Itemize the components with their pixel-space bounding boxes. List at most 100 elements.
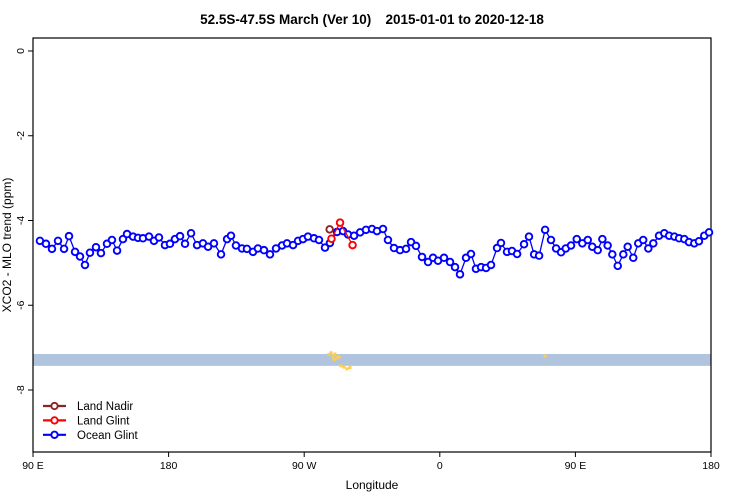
ocean-glint-point: [175, 231, 185, 241]
ocean-glint-point: [314, 235, 324, 245]
ocean-glint-point: [566, 241, 576, 250]
ocean-glint-point: [704, 228, 714, 237]
y-tick-label: -2: [15, 131, 27, 140]
ocean-glint-point: [70, 247, 80, 257]
legend: Land Nadir Land Glint Ocean Glint: [43, 401, 139, 442]
ocean-glint-point: [154, 233, 164, 242]
ocean-glint-point: [512, 249, 522, 259]
ocean-glint-point: [496, 238, 506, 248]
ocean-glint-point: [445, 257, 455, 267]
plot-layers: 90 E 180 90 W 0 90 E 180 0 -2 -4 -6 -8: [15, 37, 720, 472]
qc-band: [33, 353, 711, 366]
ocean-glint-point: [75, 252, 85, 261]
ocean-glint-point: [644, 244, 653, 253]
ocean-glint-point: [59, 244, 69, 254]
ocean-glint-point: [613, 261, 622, 271]
chart-title: 52.5S-47.5S March (Ver 10) 2015-01-01 to…: [200, 12, 544, 27]
ocean-glint-point: [64, 231, 74, 241]
ocean-glint-point: [519, 239, 529, 249]
ocean-glint-point: [165, 239, 175, 249]
ocean-glint-point: [694, 237, 704, 246]
ocean-glint-point: [41, 239, 51, 249]
ocean-glint-point: [411, 241, 421, 251]
land-glint-point: [348, 240, 357, 250]
speckle: [331, 354, 335, 358]
ocean-glint-point: [401, 244, 411, 254]
y-axis-label: XCO2 - MLO trend (ppm): [0, 178, 14, 313]
y-tick-label: 0: [15, 48, 27, 54]
y-tick-label: -8: [15, 385, 27, 394]
ocean-glint-point: [455, 270, 465, 279]
x-tick-label: 180: [702, 460, 720, 472]
land-glint-point: [335, 218, 345, 227]
legend-swatch-circle: [50, 416, 59, 425]
ocean-glint-point: [107, 235, 117, 245]
ocean-glint-point: [216, 250, 226, 259]
ocean-glint-point: [91, 242, 101, 252]
ocean-glint-point: [534, 251, 544, 260]
land-nadir-point: [325, 225, 334, 234]
x-tick-label: 90 E: [22, 460, 44, 472]
ocean-glint-point: [349, 231, 359, 241]
speckle: [332, 357, 336, 361]
speckle: [348, 366, 352, 370]
ocean-glint-point: [383, 235, 393, 245]
speckle: [329, 351, 333, 355]
ocean-glint-point: [378, 224, 388, 234]
speckle: [339, 364, 343, 368]
legend-label-ocean-glint: Ocean Glint: [77, 430, 139, 442]
ocean-glint-point: [47, 244, 57, 254]
ocean-glint-point: [226, 231, 236, 241]
y-tick-label: -6: [15, 300, 27, 309]
ocean-glint-point: [524, 232, 534, 241]
ocean-glint-point: [439, 253, 449, 263]
plot-frame: [32, 37, 712, 453]
ocean-glint-point: [180, 239, 190, 249]
ocean-glint-point: [209, 239, 219, 248]
ocean-glint-point: [112, 246, 122, 255]
ocean-glint-point: [603, 241, 612, 250]
ocean-glint-point: [583, 235, 593, 245]
ocean-glint-point: [619, 250, 628, 259]
x-tick-label: 0: [437, 460, 443, 472]
speckle: [543, 354, 547, 358]
ocean-glint-point: [649, 239, 658, 248]
ocean-glint-point: [608, 250, 617, 259]
legend-label-land-nadir: Land Nadir: [77, 401, 133, 413]
ocean-glint-point: [450, 262, 460, 272]
ocean-glint-point: [593, 245, 602, 255]
legend-swatch-circle: [50, 430, 59, 439]
land-glint-point: [327, 234, 336, 243]
ocean-glint-point: [265, 250, 275, 259]
speckle: [342, 365, 346, 369]
speckle: [335, 356, 339, 360]
legend-swatch-circle: [50, 401, 59, 411]
ocean-glint-point: [629, 253, 638, 263]
ocean-glint-point: [320, 243, 330, 252]
speckle: [345, 367, 349, 371]
x-tick-label: 180: [160, 460, 178, 472]
ocean-glint-point: [486, 260, 496, 270]
ocean-glint-point: [80, 260, 90, 270]
ocean-glint-point: [203, 242, 213, 252]
speckle: [333, 352, 337, 356]
ocean-glint-point: [417, 252, 427, 262]
y-tick-label: -4: [15, 216, 27, 225]
ocean-glint-point: [96, 248, 106, 258]
speckle: [337, 355, 341, 359]
x-axis-label: Longitude: [346, 478, 399, 492]
ocean-glint-point: [186, 228, 196, 238]
ocean-glint-point: [623, 242, 632, 252]
ocean-glint-point: [638, 235, 648, 245]
ocean-glint-point: [540, 225, 550, 235]
x-tick-label: 90 W: [292, 460, 317, 472]
ocean-glint-point: [53, 236, 63, 246]
ocean-glint-point: [572, 234, 582, 244]
ocean-glint-point: [85, 248, 95, 257]
x-tick-label: 90 E: [565, 460, 587, 472]
speckle: [327, 352, 331, 356]
ocean-glint-point: [598, 234, 607, 244]
ocean-glint-point: [259, 245, 269, 255]
